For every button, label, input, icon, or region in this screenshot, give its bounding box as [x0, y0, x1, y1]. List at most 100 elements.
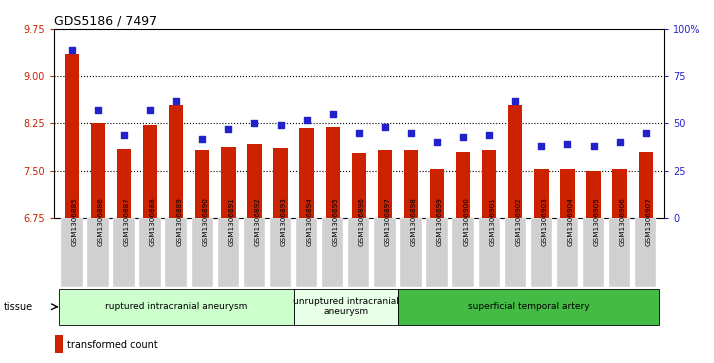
Bar — [586, 171, 600, 218]
Text: GSM1306891: GSM1306891 — [228, 197, 234, 246]
Bar — [426, 218, 448, 287]
Text: GSM1306890: GSM1306890 — [202, 197, 208, 246]
Bar — [65, 54, 79, 218]
Point — [223, 126, 234, 132]
Text: superficial temporal artery: superficial temporal artery — [468, 302, 589, 311]
Text: ruptured intracranial aneurysm: ruptured intracranial aneurysm — [105, 302, 247, 311]
Bar — [348, 218, 369, 287]
Bar — [273, 148, 288, 218]
Point — [248, 121, 260, 126]
Bar — [482, 151, 496, 218]
Point — [562, 141, 573, 147]
Point — [171, 98, 182, 104]
Point — [379, 124, 391, 130]
Point — [510, 98, 521, 104]
Bar — [378, 150, 392, 218]
Text: GSM1306895: GSM1306895 — [333, 197, 338, 246]
Bar — [374, 218, 396, 287]
Text: GSM1306904: GSM1306904 — [568, 197, 573, 246]
Text: GSM1306894: GSM1306894 — [306, 197, 313, 246]
Text: GSM1306897: GSM1306897 — [385, 197, 391, 246]
Bar — [247, 144, 261, 218]
Bar — [114, 218, 135, 287]
Bar — [583, 218, 604, 287]
Bar — [398, 289, 659, 325]
Text: GSM1306885: GSM1306885 — [72, 197, 78, 246]
Bar — [61, 218, 83, 287]
Point — [119, 132, 130, 138]
Bar — [299, 128, 313, 218]
Bar — [534, 169, 548, 218]
Bar — [55, 335, 63, 353]
Point — [431, 139, 443, 145]
Text: GSM1306887: GSM1306887 — [124, 197, 130, 246]
Bar — [143, 125, 157, 218]
Bar — [557, 218, 578, 287]
Text: GSM1306905: GSM1306905 — [593, 197, 600, 246]
Text: GSM1306898: GSM1306898 — [411, 197, 417, 246]
Bar — [508, 105, 523, 218]
Point — [301, 117, 312, 123]
Text: GSM1306893: GSM1306893 — [281, 197, 286, 246]
Bar — [243, 218, 265, 287]
Bar — [531, 218, 552, 287]
Text: GSM1306906: GSM1306906 — [620, 197, 625, 246]
Point — [196, 136, 208, 142]
Bar — [91, 123, 105, 218]
Point — [406, 130, 417, 136]
Text: GSM1306902: GSM1306902 — [516, 197, 521, 246]
Point — [92, 107, 104, 113]
Text: GSM1306907: GSM1306907 — [645, 197, 652, 246]
Text: GSM1306896: GSM1306896 — [359, 197, 365, 246]
Point — [483, 132, 495, 138]
Bar — [453, 218, 474, 287]
Text: tissue: tissue — [4, 302, 33, 312]
Bar — [638, 152, 653, 218]
Bar — [430, 169, 444, 218]
Text: GDS5186 / 7497: GDS5186 / 7497 — [54, 15, 156, 28]
Point — [640, 130, 651, 136]
Bar — [404, 151, 418, 218]
Text: GSM1306901: GSM1306901 — [489, 197, 496, 246]
Point — [614, 139, 625, 145]
Point — [327, 111, 338, 117]
Bar — [139, 218, 161, 287]
Bar — [221, 147, 236, 218]
Bar — [87, 218, 109, 287]
Bar — [326, 127, 340, 218]
Bar — [166, 218, 187, 287]
Point — [275, 122, 286, 128]
Text: GSM1306888: GSM1306888 — [150, 197, 156, 246]
Bar — [560, 170, 575, 218]
Point — [66, 47, 78, 53]
Bar — [191, 218, 213, 287]
Bar — [613, 170, 627, 218]
Bar — [609, 218, 630, 287]
Bar — [478, 218, 500, 287]
Bar — [218, 218, 239, 287]
Point — [353, 130, 365, 136]
Bar — [270, 218, 291, 287]
Bar — [351, 153, 366, 218]
Bar — [401, 218, 422, 287]
Bar — [195, 151, 209, 218]
Bar — [635, 218, 656, 287]
Bar — [169, 105, 183, 218]
Point — [536, 143, 547, 149]
Text: GSM1306903: GSM1306903 — [541, 197, 548, 246]
Bar — [456, 152, 471, 218]
Text: unruptured intracranial
aneurysm: unruptured intracranial aneurysm — [293, 297, 398, 317]
Text: GSM1306889: GSM1306889 — [176, 197, 182, 246]
Text: GSM1306900: GSM1306900 — [463, 197, 469, 246]
Text: GSM1306886: GSM1306886 — [98, 197, 104, 246]
Text: transformed count: transformed count — [67, 339, 158, 350]
Point — [144, 107, 156, 113]
Bar — [59, 289, 293, 325]
Bar — [296, 218, 317, 287]
Bar — [117, 148, 131, 218]
Bar — [505, 218, 526, 287]
Point — [588, 143, 599, 149]
Text: GSM1306892: GSM1306892 — [254, 197, 261, 246]
Point — [458, 134, 469, 139]
Bar — [322, 218, 343, 287]
